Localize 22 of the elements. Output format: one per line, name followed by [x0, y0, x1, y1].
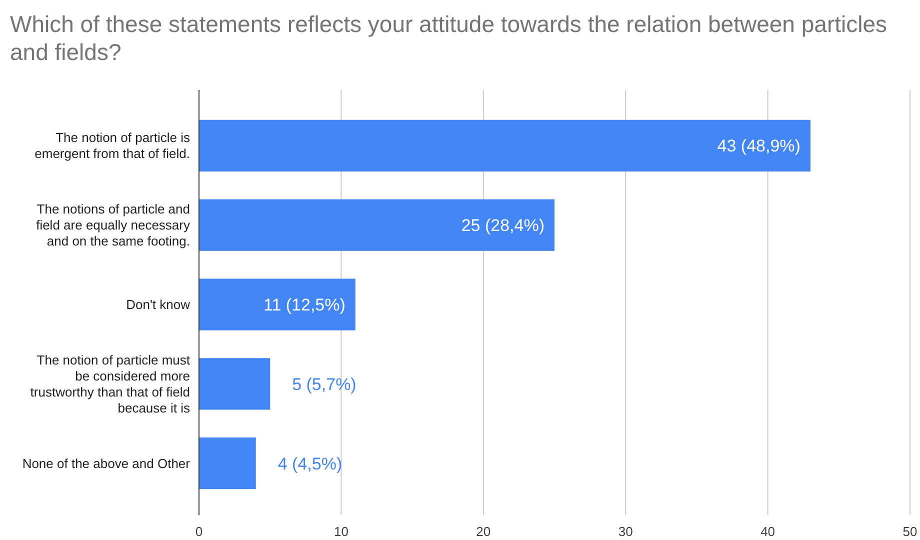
y-tick-label: Don't know — [126, 297, 191, 312]
data-label: 25 (28,4%) — [461, 216, 544, 236]
bar — [199, 358, 270, 410]
y-tick-label: None of the above and Other — [22, 456, 191, 471]
data-label: 11 (12,5%) — [264, 295, 346, 314]
x-tick-label: 0 — [195, 524, 203, 540]
chart-title: Which of these statements reflects your attitude towards the relation between particles and fields? — [10, 11, 887, 65]
x-tick-label: 50 — [902, 524, 918, 540]
bar — [199, 120, 810, 172]
bar — [199, 199, 554, 251]
x-tick-label: 20 — [476, 524, 491, 540]
x-tick-label: 40 — [760, 524, 776, 540]
bar — [199, 278, 356, 330]
x-tick-label: 30 — [618, 524, 633, 540]
y-tick-label: The notion of particle must be considered more trustworthy than that of field because it is — [30, 352, 190, 416]
bar — [199, 438, 256, 490]
data-label: 5 (5,7%) — [292, 374, 356, 394]
x-tick-label: 10 — [334, 524, 348, 540]
data-label: 4 (4,5%) — [278, 454, 342, 474]
y-tick-label: The notion of particle is emergent from that of field. — [34, 130, 190, 162]
data-label: 43 (48,9%) — [717, 136, 800, 156]
y-tick-label: The notions of particle and field are equally necessary and on the same footing. — [36, 202, 190, 249]
